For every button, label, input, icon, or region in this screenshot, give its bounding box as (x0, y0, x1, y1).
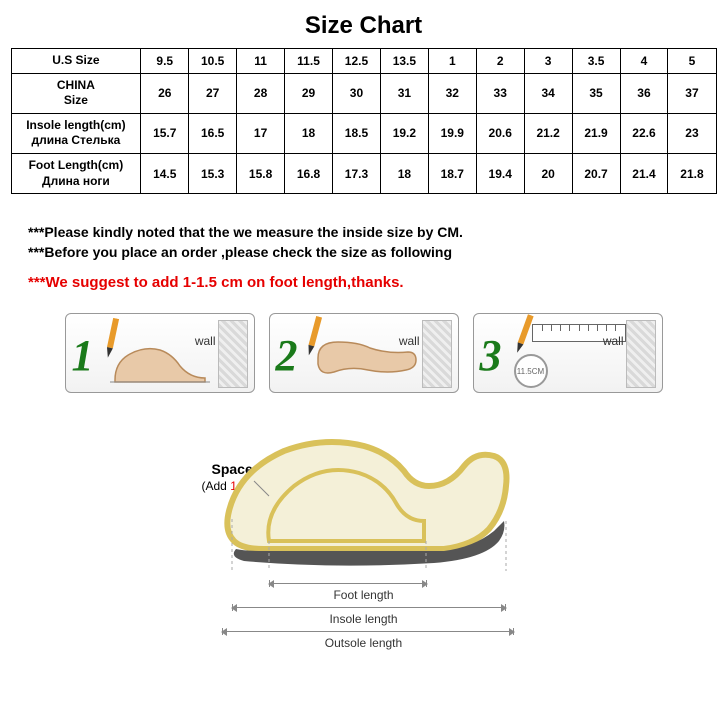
wall-label: wall (399, 334, 420, 348)
page-title: Size Chart (0, 0, 727, 48)
row-header: Insole length(cm)длина Стелька (11, 113, 141, 153)
cell: 13.5 (380, 49, 428, 74)
wall-label: wall (195, 334, 216, 348)
suggestion-text: ***We suggest to add 1-1.5 cm on foot le… (28, 274, 727, 291)
cell: 30 (332, 73, 380, 113)
cell: 18.7 (428, 153, 476, 193)
cell: 22.6 (620, 113, 668, 153)
table-row: U.S Size 9.5 10.5 11 11.5 12.5 13.5 1 2 … (11, 49, 716, 74)
note-text: ***Please kindly noted that the we measu… (28, 224, 727, 240)
cell: 5 (668, 49, 716, 74)
cell: 18.5 (332, 113, 380, 153)
row-header: CHINASize (11, 73, 141, 113)
step-number: 3 (480, 330, 502, 381)
cell: 15.8 (237, 153, 285, 193)
cell: 31 (380, 73, 428, 113)
step-panel: 2 wall (269, 313, 459, 393)
cell: 33 (476, 73, 524, 113)
cell: 37 (668, 73, 716, 113)
cell: 11.5 (285, 49, 333, 74)
cell: 21.2 (524, 113, 572, 153)
cell: 18 (285, 113, 333, 153)
row-header: U.S Size (11, 49, 141, 74)
cell: 26 (141, 73, 189, 113)
cell: 20.7 (572, 153, 620, 193)
cell: 35 (572, 73, 620, 113)
cell: 21.8 (668, 153, 716, 193)
foot-side-icon (110, 342, 210, 384)
step-panel: 3 11.5CM wall (473, 313, 663, 393)
wall-icon (422, 320, 452, 388)
wall-icon (218, 320, 248, 388)
cell: 23 (668, 113, 716, 153)
cell: 10.5 (189, 49, 237, 74)
cell: 16.5 (189, 113, 237, 153)
wall-label: wall (603, 334, 624, 348)
magnifier-icon: 11.5CM (514, 354, 548, 388)
cell: 9.5 (141, 49, 189, 74)
measurement-steps: 1 wall 2 wall 3 11.5CM wall (0, 313, 727, 393)
shoe-icon (214, 411, 514, 571)
cell: 36 (620, 73, 668, 113)
cell: 14.5 (141, 153, 189, 193)
cell: 17 (237, 113, 285, 153)
cell: 1 (428, 49, 476, 74)
cell: 3.5 (572, 49, 620, 74)
cell: 15.3 (189, 153, 237, 193)
cell: 4 (620, 49, 668, 74)
measure-label: Foot length (174, 588, 554, 602)
cell: 29 (285, 73, 333, 113)
cell: 19.4 (476, 153, 524, 193)
table-row: Insole length(cm)длина Стелька 15.7 16.5… (11, 113, 716, 153)
cell: 3 (524, 49, 572, 74)
row-header: Foot Length(cm)Длина ноги (11, 153, 141, 193)
cell: 16.8 (285, 153, 333, 193)
cell: 2 (476, 49, 524, 74)
cell: 18 (380, 153, 428, 193)
step-number: 2 (276, 330, 298, 381)
measure-label: Outsole length (174, 636, 554, 650)
cell: 12.5 (332, 49, 380, 74)
cell: 32 (428, 73, 476, 113)
measure-label: Insole length (174, 612, 554, 626)
step-panel: 1 wall (65, 313, 255, 393)
notes: ***Please kindly noted that the we measu… (28, 224, 727, 291)
table-row: CHINASize 26 27 28 29 30 31 32 33 34 35 … (11, 73, 716, 113)
cell: 20.6 (476, 113, 524, 153)
cell: 21.4 (620, 153, 668, 193)
note-text: ***Before you place an order ,please che… (28, 244, 727, 260)
cell: 28 (237, 73, 285, 113)
cell: 17.3 (332, 153, 380, 193)
table-row: Foot Length(cm)Длина ноги 14.5 15.3 15.8… (11, 153, 716, 193)
cell: 11 (237, 49, 285, 74)
step-number: 1 (72, 330, 94, 381)
cell: 20 (524, 153, 572, 193)
cell: 19.2 (380, 113, 428, 153)
cell: 34 (524, 73, 572, 113)
cell: 15.7 (141, 113, 189, 153)
cell: 27 (189, 73, 237, 113)
cell: 19.9 (428, 113, 476, 153)
wall-icon (626, 320, 656, 388)
shoe-diagram: Space (Add 1 CM) Foot length Insole leng… (174, 411, 554, 671)
size-table: U.S Size 9.5 10.5 11 11.5 12.5 13.5 1 2 … (11, 48, 717, 194)
cell: 21.9 (572, 113, 620, 153)
